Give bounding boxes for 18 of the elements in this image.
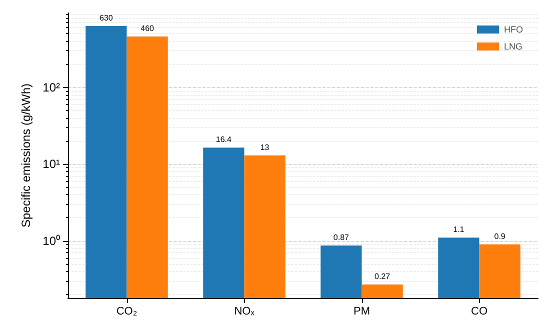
data-label: 0.27 [374,272,391,281]
x-tick-label: CO₂ [116,306,138,318]
legend-label: HFO [504,24,523,34]
data-label: 13 [260,142,270,152]
x-tick-label: PM [354,306,370,318]
legend-label: LNG [504,42,523,52]
x-tick-label: CO [471,306,488,318]
x-tick-label: NOₓ [234,306,255,318]
data-label: 460 [140,24,155,33]
data-label: 630 [100,13,114,22]
y-tick-label: 10² [42,80,60,94]
y-axis-title: Specific emissions (g/kWh) [18,83,33,228]
data-label: 16.4 [216,135,232,144]
data-label: 1.1 [453,225,465,234]
data-label: 0.9 [494,232,506,241]
data-label: 0.87 [333,232,350,242]
y-tick-label: 10¹ [42,157,60,172]
y-tick-label: 10⁰ [42,234,60,248]
